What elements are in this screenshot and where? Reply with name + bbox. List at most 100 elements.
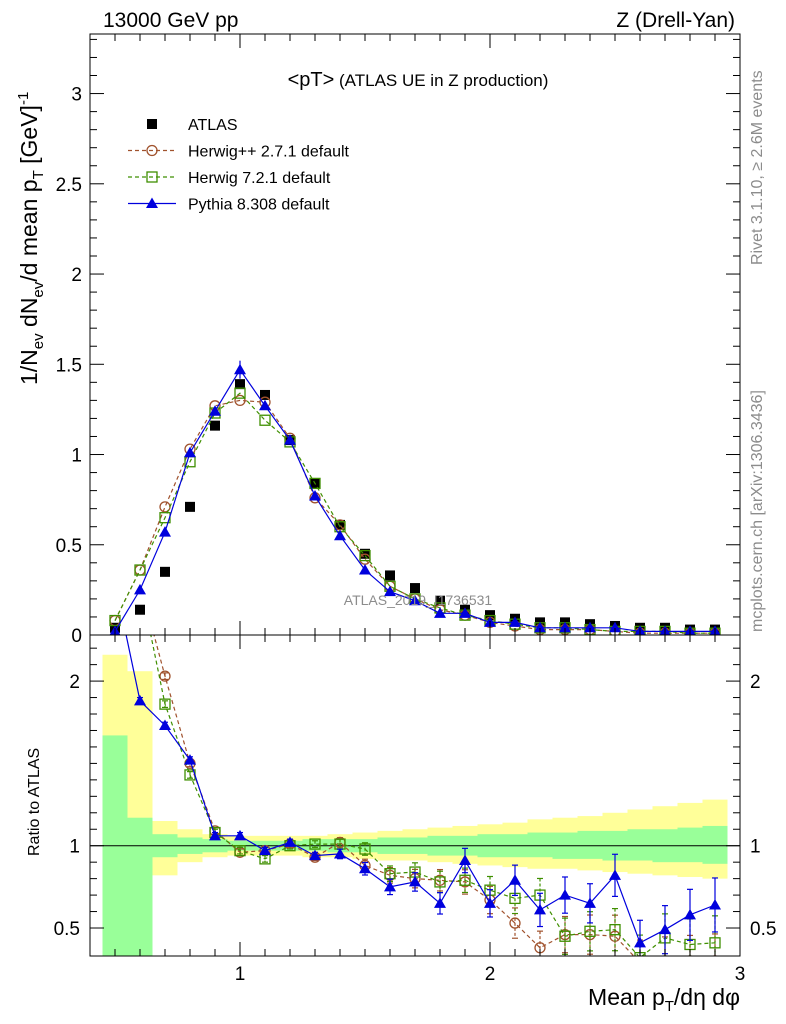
point-0-9 [335, 519, 345, 530]
ratio-point-2-21 [634, 936, 646, 948]
ratio-point-0-22 [662, 955, 668, 956]
point-3-11 [384, 585, 396, 597]
point-2-5 [234, 387, 246, 399]
ratio-point-0-2 [159, 670, 171, 682]
legend-label-3: Pythia 8.308 default [188, 197, 330, 214]
legend-label-0: ATLAS [188, 117, 238, 134]
point-0-13 [435, 595, 445, 606]
legend-marker-1 [146, 144, 158, 157]
ratio-point-0-23 [687, 955, 693, 956]
legend-marker-3 [146, 197, 158, 208]
point-0-5 [235, 379, 245, 390]
ratio-point-2-7 [284, 836, 296, 847]
ratio-point-2-2 [159, 719, 171, 731]
ratio-point-2-19 [584, 897, 596, 908]
ratio-ytick-label-right-2: 2 [750, 672, 761, 693]
ratio-point-2-10 [359, 862, 371, 874]
ratio-point-2-22 [659, 923, 671, 935]
point-3-9 [334, 529, 346, 541]
main-ytick-label-0: 0 [71, 626, 82, 647]
ratio-point-2-12 [409, 875, 421, 887]
ratio-point-2-13 [434, 897, 446, 908]
ratio-point-0-24 [712, 955, 718, 956]
ratio-point-2-6 [259, 844, 271, 856]
ratio-point-2-14 [459, 854, 471, 866]
point-3-13 [434, 607, 446, 618]
ratio-point-2-8 [309, 849, 321, 861]
point-3-20 [609, 621, 621, 633]
ratio-point-2-17 [534, 903, 546, 915]
point-2-6 [259, 414, 271, 426]
band-inner-23 [677, 827, 703, 863]
point-3-17 [534, 621, 546, 633]
ratio-point-2-16 [509, 874, 521, 885]
point-1-5 [234, 394, 246, 407]
ratio-y-axis-label: Ratio to ATLAS [26, 748, 43, 856]
main-panel: ATLAS_2019_I1736531 0 0.5 1 1.5 2 2.5 3 <pT> (… [15, 33, 741, 647]
ratio-axes: 0.5 0.5 1 1 2 2 1 2 3 [54, 634, 776, 985]
legend-label-2: Herwig 7.2.1 default [188, 170, 331, 187]
ratio-point-2-0 [109, 576, 121, 587]
point-2-1 [134, 564, 146, 576]
ratio-point-2-4 [209, 829, 221, 841]
legend: ATLAS Herwig++ 2.7.1 default Herwig 7.2.1 … [128, 117, 350, 214]
ratio-point-2-11 [384, 880, 396, 892]
x-tick-label-0: 1 [235, 964, 246, 985]
point-0-11 [385, 570, 395, 581]
main-ytick-label-2: 1 [71, 446, 82, 467]
ratio-point-1-5 [234, 844, 246, 857]
ratio-frame [89, 634, 741, 957]
point-3-12 [409, 594, 421, 606]
point-3-2 [159, 526, 171, 537]
band-inner-21 [627, 829, 653, 861]
ratio-point-0-16 [509, 917, 521, 929]
point-3-19 [584, 621, 596, 633]
point-0-1 [135, 604, 145, 615]
main-ytick-label-4: 2 [71, 265, 82, 286]
ratio-point-2-18 [559, 889, 571, 900]
main-y-axis-label: 1/Nev dNev/d mean pT [GeV]-1 [15, 92, 47, 385]
header-right: Z (Drell-Yan) [616, 9, 735, 32]
ratio-point-2-3 [184, 754, 196, 765]
point-3-8 [309, 490, 321, 501]
x-tick-label-2: 3 [735, 964, 746, 985]
point-3-4 [209, 405, 221, 416]
ratio-point-0-21 [635, 958, 645, 968]
legend-label-1: Herwig++ 2.7.1 default [188, 144, 350, 161]
legend-marker-2 [146, 171, 158, 183]
point-3-10 [359, 564, 371, 575]
ratio-point-2-15 [484, 897, 496, 908]
ratio-point-1-19 [584, 925, 596, 937]
ratio-point-2-20 [609, 869, 621, 880]
point-3-3 [184, 446, 196, 458]
point-0-6 [260, 389, 270, 400]
ratio-point-0-0 [110, 577, 120, 587]
main-ytick-label-3: 1.5 [56, 355, 82, 376]
rivet-label: Rivet 3.1.10, ≥ 2.6M events [749, 70, 766, 265]
band-inner-19 [577, 830, 603, 859]
point-2-10 [359, 549, 371, 562]
main-axes: 0 0.5 1 1.5 2 2.5 3 [56, 33, 741, 647]
chart-title: <pT> (ATLAS UE in Z production) [288, 69, 549, 91]
point-3-7 [284, 434, 296, 445]
ratio-ytick-label-right-1: 1 [750, 837, 761, 858]
ratio-uncertainty-bands [102, 654, 728, 956]
ratio-point-1-10 [359, 843, 371, 855]
ratio-point-1-20 [609, 924, 621, 936]
point-0-2 [160, 566, 170, 577]
ratio-point-1-24 [709, 937, 721, 949]
ratio-point-1-14 [459, 874, 471, 886]
ratio-point-2-5 [234, 829, 246, 841]
band-inner-8 [302, 839, 328, 851]
ratio-point-2-9 [334, 847, 346, 859]
ratio-point-2-24 [709, 898, 721, 910]
ratio-point-2-23 [684, 908, 696, 920]
point-3-1 [134, 583, 146, 595]
ratio-ytick-label-left-0: 0.5 [54, 919, 80, 940]
legend-marker-0 [147, 119, 157, 129]
point-0-4 [210, 420, 220, 431]
point-0-3 [185, 501, 195, 512]
ratio-point-2-1 [134, 694, 146, 706]
ratio-point-1-8 [309, 838, 321, 850]
